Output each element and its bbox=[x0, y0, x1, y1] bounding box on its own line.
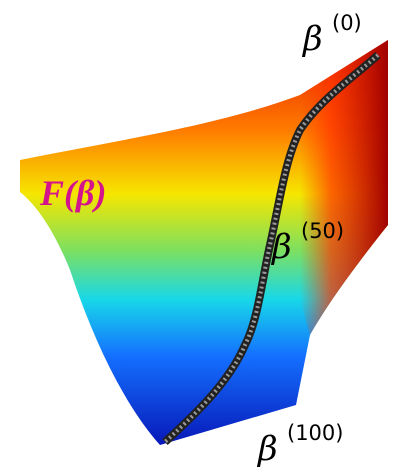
iterate-label: β bbox=[256, 429, 278, 469]
objective-label: F(β) bbox=[39, 173, 106, 213]
iterate-superscript: (0) bbox=[332, 11, 362, 35]
page: F(β) β (0) β (50) β (100) (() => { const… bbox=[0, 0, 413, 471]
iterate-label: β bbox=[270, 227, 292, 267]
iterate-superscript: (50) bbox=[301, 219, 344, 243]
iterate-superscript: (100) bbox=[287, 421, 343, 445]
iterate-label: β bbox=[301, 19, 323, 59]
figure: F(β) β (0) β (50) β (100) bbox=[0, 0, 413, 471]
